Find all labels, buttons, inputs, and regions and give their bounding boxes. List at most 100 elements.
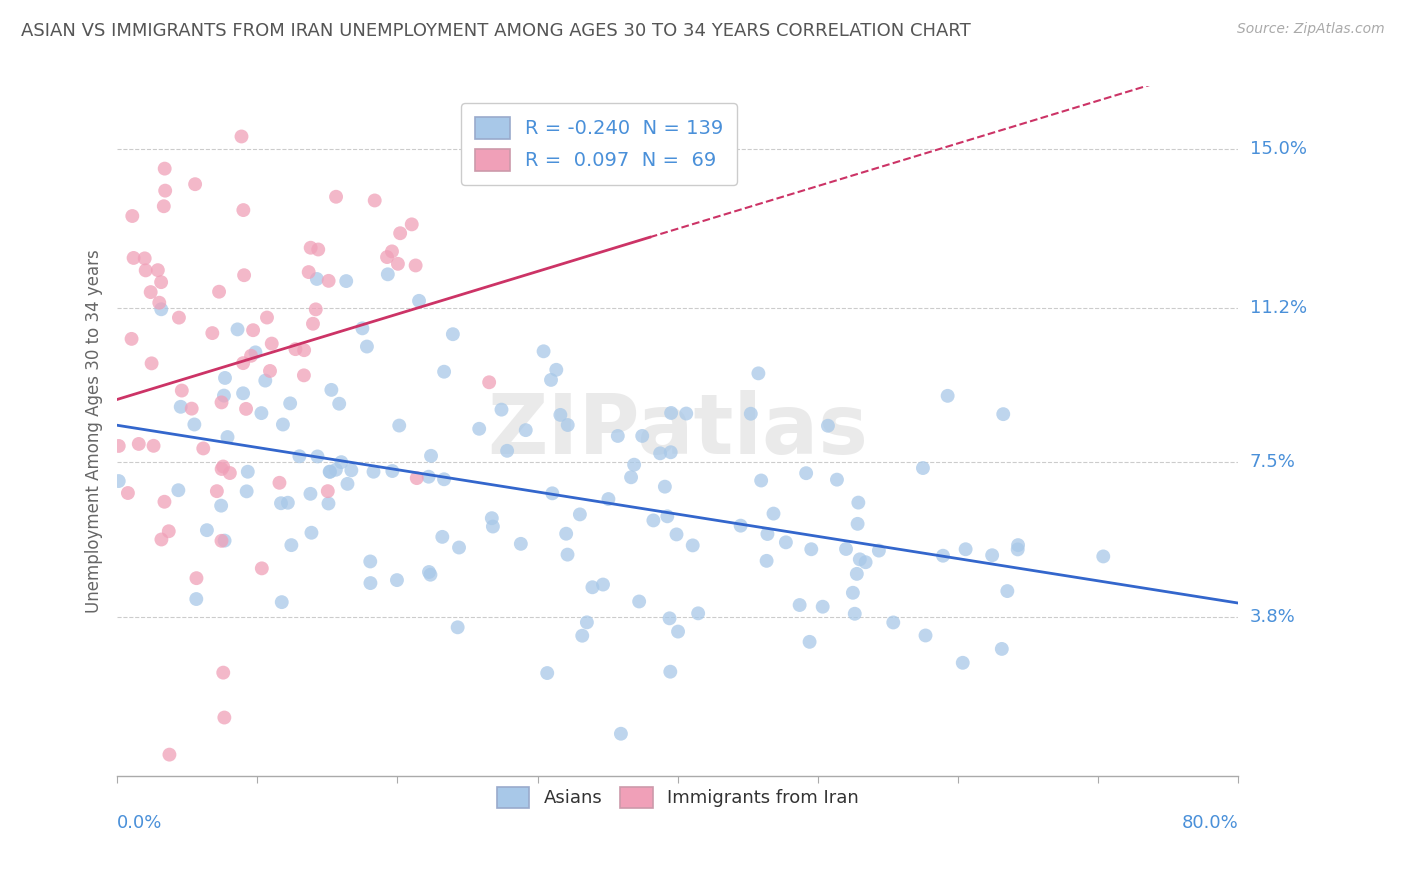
Point [150,275,173,289]
Point [288,450,311,464]
Point [134,252,156,266]
Point [195,523,218,537]
Point [212,388,235,402]
Point [799,635,821,649]
Point [236,465,259,479]
Y-axis label: Unemployment Among Ages 30 to 34 years: Unemployment Among Ages 30 to 34 years [86,249,103,613]
Point [825,473,848,487]
Point [183,417,205,432]
Point [292,368,315,383]
Point [855,555,877,569]
Point [254,374,277,388]
Point [557,548,579,562]
Point [817,418,839,433]
Point [401,218,423,232]
Point [610,727,633,741]
Point [328,397,350,411]
Point [153,199,176,213]
Point [139,285,162,299]
Point [235,401,257,416]
Point [271,417,294,432]
Point [211,395,233,409]
Point [211,533,233,548]
Point [658,611,681,625]
Point [284,342,307,356]
Point [381,464,404,478]
Point [995,584,1018,599]
Point [142,439,165,453]
Point [993,407,1015,421]
Text: 15.0%: 15.0% [1250,140,1306,158]
Point [214,533,236,548]
Point [256,310,278,325]
Point [316,484,339,499]
Point [180,401,202,416]
Point [568,508,591,522]
Point [388,418,411,433]
Point [546,363,568,377]
Point [592,577,614,591]
Point [845,566,868,581]
Point [598,491,620,506]
Point [844,607,866,621]
Point [665,527,688,541]
Point [121,209,143,223]
Point [675,407,697,421]
Point [868,543,890,558]
Point [305,302,328,317]
Point [955,542,977,557]
Point [447,620,470,634]
Point [740,407,762,421]
Point [299,241,322,255]
Point [659,406,682,420]
Point [359,576,381,591]
Point [235,484,257,499]
Point [141,356,163,370]
Text: 0.0%: 0.0% [117,814,163,832]
Point [623,458,645,472]
Point [277,496,299,510]
Point [1007,538,1029,552]
Point [250,406,273,420]
Point [762,507,785,521]
Point [914,628,936,642]
Point [245,345,267,359]
Point [121,332,143,346]
Point [755,554,778,568]
Point [233,268,256,283]
Point [540,373,562,387]
Point [117,486,139,500]
Point [336,476,359,491]
Point [186,571,208,585]
Point [659,665,682,679]
Point [242,323,264,337]
Point [377,268,399,282]
Point [688,607,710,621]
Point [643,513,665,527]
Point [218,466,240,480]
Point [325,463,347,477]
Point [356,339,378,353]
Point [212,459,235,474]
Point [482,519,505,533]
Point [432,530,454,544]
Point [318,274,340,288]
Point [148,295,170,310]
Text: ZIPatlas: ZIPatlas [488,391,869,472]
Point [846,516,869,531]
Point [107,439,129,453]
Point [550,408,572,422]
Point [153,184,176,198]
Point [606,429,628,443]
Point [419,567,441,582]
Point [292,343,315,358]
Point [305,272,328,286]
Point [330,455,353,469]
Point [515,423,537,437]
Point [170,400,193,414]
Point [153,495,176,509]
Point [269,475,291,490]
Point [575,615,598,630]
Legend: Asians, Immigrants from Iran: Asians, Immigrants from Iran [489,780,866,814]
Point [478,376,501,390]
